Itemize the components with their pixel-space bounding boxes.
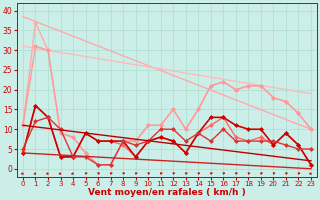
X-axis label: Vent moyen/en rafales ( km/h ): Vent moyen/en rafales ( km/h )	[88, 188, 246, 197]
